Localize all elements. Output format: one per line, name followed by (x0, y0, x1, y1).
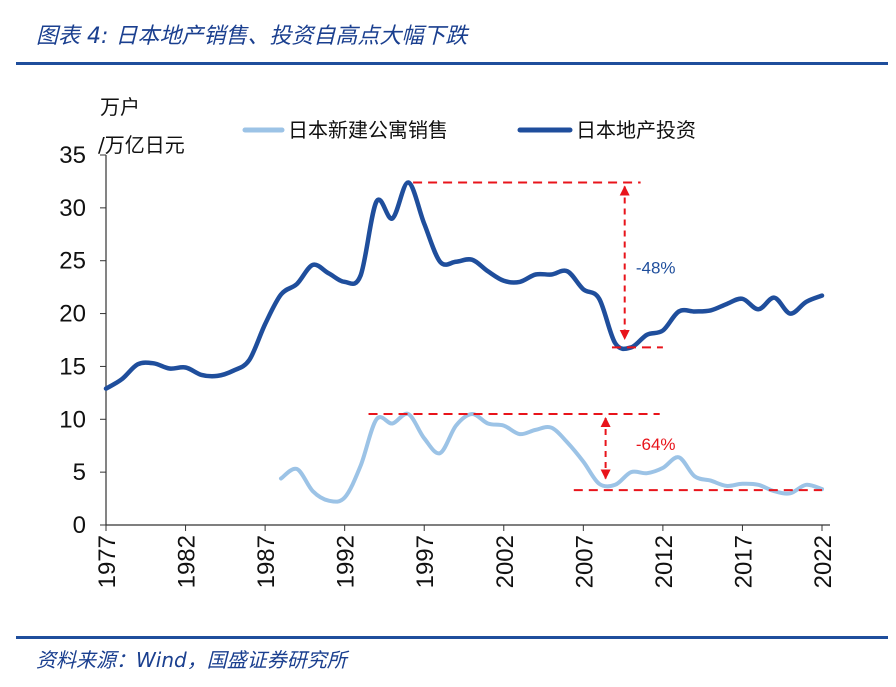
annotation-layer: -48% -64% (368, 181, 822, 492)
y-tick-label: 35 (59, 142, 86, 169)
series-line-apartment-sales (279, 411, 824, 504)
x-tick-label: 1982 (174, 535, 201, 588)
x-tick-label: 1987 (253, 535, 280, 588)
y-tick-label: 25 (59, 248, 86, 275)
x-tick-label: 2022 (810, 535, 837, 588)
y-tick-label: 15 (59, 353, 86, 380)
x-tick-label: 1997 (412, 535, 439, 588)
figure-source: 资料来源：Wind，国盛证券研究所 (36, 648, 347, 672)
y-tick-label: 30 (59, 195, 86, 222)
top-rule (16, 62, 888, 65)
y-tick-label: 10 (59, 406, 86, 433)
y-axis: 0 5 10 15 20 25 30 35 (59, 142, 107, 539)
unit-label-line1: 万户 (100, 95, 140, 119)
x-tick-label: 2017 (730, 535, 757, 588)
legend: 日本新建公寓销售 日本地产投资 (242, 118, 696, 142)
x-axis: 1977 1982 1987 1992 1997 2002 2007 2012 2017 2022 (94, 524, 837, 588)
figure-title: 图表 4: 日本地产销售、投资自高点大幅下跌 (36, 24, 468, 49)
series-layer (103, 180, 825, 504)
x-tick-label: 1992 (333, 535, 360, 588)
y-tick-label: 0 (73, 512, 86, 539)
x-tick-label: 2002 (492, 535, 519, 588)
x-tick-label: 1977 (94, 535, 121, 588)
series-line-real-estate-investment (103, 180, 825, 391)
bottom-rule (16, 636, 888, 639)
y-tick-label: 20 (59, 301, 86, 328)
decline-label-investment: -48% (636, 258, 676, 277)
legend-label-real-estate-investment: 日本地产投资 (576, 118, 696, 142)
unit-label-line2: /万亿日元 (98, 133, 185, 157)
y-tick-label: 5 (73, 459, 86, 486)
x-tick-label: 2012 (651, 535, 678, 588)
legend-label-apartment-sales: 日本新建公寓销售 (288, 118, 448, 142)
x-tick-label: 2007 (571, 535, 598, 588)
decline-label-sales: -64% (636, 435, 676, 454)
